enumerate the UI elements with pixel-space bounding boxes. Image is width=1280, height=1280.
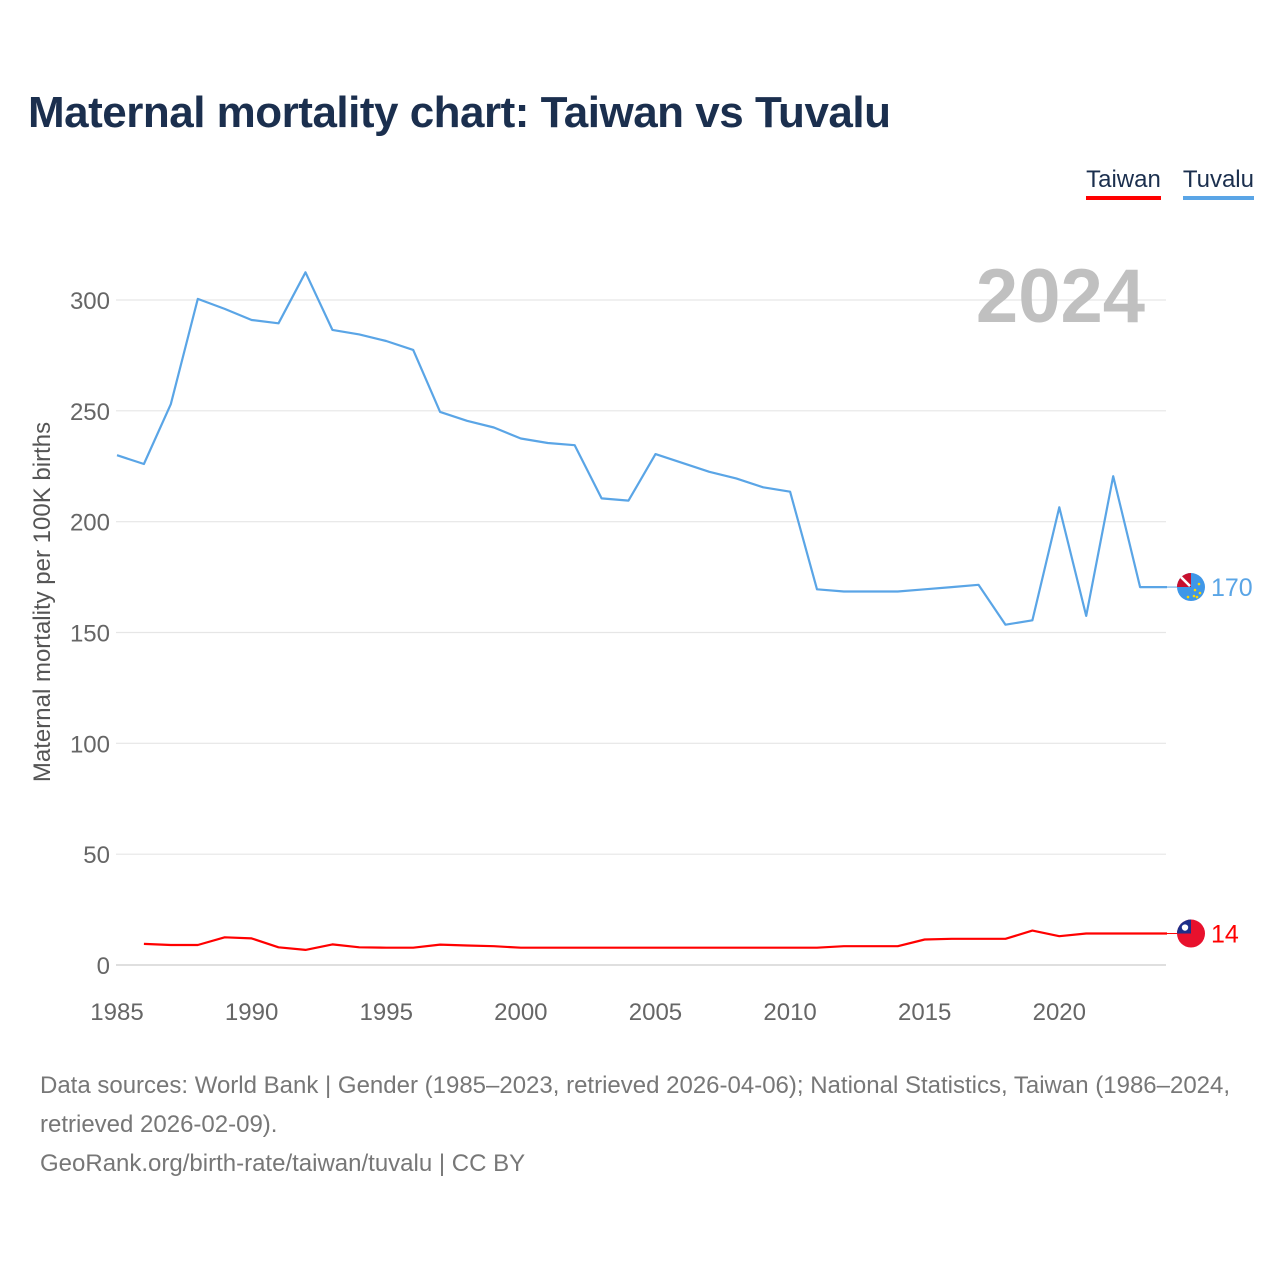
legend-item-tuvalu[interactable]: Tuvalu bbox=[1182, 166, 1254, 200]
x-tick-label: 2010 bbox=[763, 999, 816, 1026]
credit-link[interactable]: GeoRank.org/birth-rate/taiwan/tuvalu | C… bbox=[40, 1150, 526, 1177]
x-tick-label: 1985 bbox=[90, 999, 143, 1026]
grid-lines bbox=[116, 299, 1166, 966]
end-value-label-tuvalu: 170 bbox=[1211, 574, 1253, 602]
y-tick-label: 300 bbox=[70, 288, 110, 315]
legend-item-taiwan[interactable]: Taiwan bbox=[1086, 166, 1161, 200]
series-lines bbox=[116, 271, 1167, 952]
y-tick-label: 200 bbox=[70, 510, 110, 537]
x-tick-label: 1995 bbox=[360, 999, 413, 1026]
legend: Taiwan Tuvalu bbox=[1086, 166, 1254, 200]
y-tick-label: 250 bbox=[70, 399, 110, 426]
y-axis-ticks: 0 50 100 150 200 250 300 bbox=[70, 288, 110, 980]
x-tick-label: 2005 bbox=[629, 999, 682, 1026]
year-watermark: 2024 bbox=[976, 254, 1145, 339]
x-tick-label: 1990 bbox=[225, 999, 278, 1026]
series-line-taiwan[interactable] bbox=[143, 929, 1167, 952]
series-line-tuvalu[interactable] bbox=[116, 271, 1167, 626]
x-tick-label: 2000 bbox=[494, 999, 547, 1026]
tuvalu-flag-icon bbox=[1177, 573, 1205, 602]
y-tick-label: 0 bbox=[97, 953, 110, 980]
x-tick-label: 2020 bbox=[1033, 999, 1086, 1026]
x-tick-label: 2015 bbox=[898, 999, 951, 1026]
end-markers: 14 170 bbox=[1167, 573, 1253, 949]
page-title: Maternal mortality chart: Taiwan vs Tuva… bbox=[28, 88, 891, 137]
line-chart: 2024 0 50 100 150 200 250 300 1985 1990 1995 2000… bbox=[29, 254, 1253, 1026]
x-axis-ticks: 1985 1990 1995 2000 2005 2010 2015 2020 bbox=[90, 999, 1086, 1026]
y-tick-label: 100 bbox=[70, 731, 110, 758]
y-axis-label: Maternal mortality per 100K births bbox=[29, 422, 56, 782]
y-tick-label: 50 bbox=[83, 842, 110, 869]
taiwan-flag-icon bbox=[1177, 919, 1205, 948]
end-value-label-taiwan: 14 bbox=[1211, 921, 1239, 949]
footer: Data sources: World Bank | Gender (1985–… bbox=[40, 1066, 1240, 1183]
y-tick-label: 150 bbox=[70, 621, 110, 648]
data-sources-text: Data sources: World Bank | Gender (1985–… bbox=[40, 1072, 1231, 1138]
